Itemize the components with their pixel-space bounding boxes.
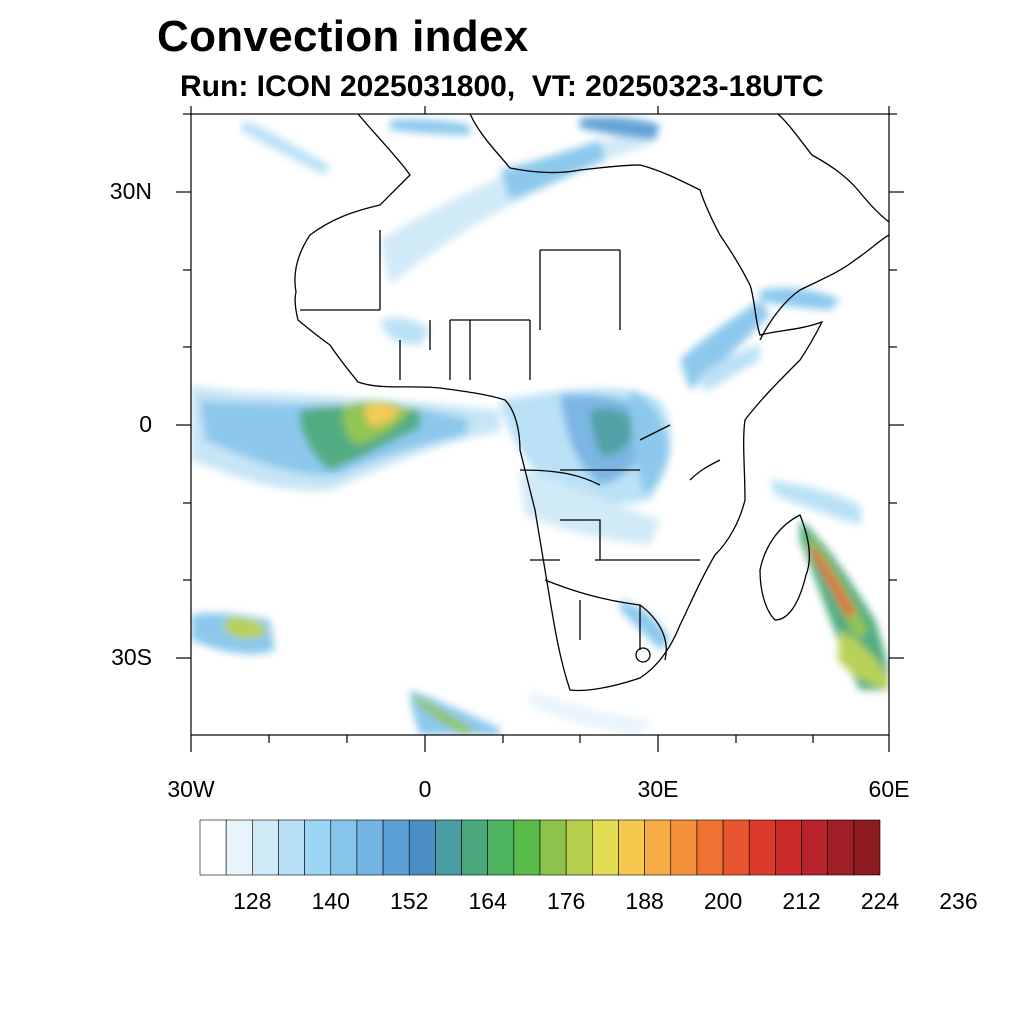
colorbar-swatch: [225, 819, 253, 876]
lat-label-30n: 30N: [109, 178, 152, 204]
colorbar-swatch: [382, 819, 410, 876]
colorbar-swatch: [801, 819, 828, 876]
colorbar-swatch: [278, 819, 305, 876]
colorbar-swatch: [539, 819, 567, 876]
colorbar-swatch: [644, 819, 672, 876]
convection-field: [191, 116, 889, 735]
colorbar-swatch: [252, 819, 279, 876]
colorbar-label: 140: [311, 888, 350, 914]
colorbar-swatch: [199, 819, 227, 876]
colorbar-swatch: [696, 819, 724, 876]
colorbar-label: 152: [390, 888, 429, 914]
colorbar-swatch: [775, 819, 802, 876]
colorbar-swatch: [304, 819, 332, 876]
coastlines: [294, 114, 889, 692]
colorbar-swatch: [330, 819, 358, 876]
colorbar-swatch: [670, 819, 698, 876]
colorbar-label: 164: [468, 888, 507, 914]
colorbar-swatch: [435, 819, 462, 876]
colorbar-swatch: [618, 819, 645, 876]
colorbar-label: 176: [546, 888, 586, 914]
colorbar-swatch: [356, 819, 384, 876]
lat-ticks: [176, 113, 904, 659]
colorbar: [199, 819, 881, 876]
lon-ticks: [190, 106, 890, 752]
colorbar-label: 200: [703, 888, 743, 914]
colorbar-swatch: [827, 819, 855, 876]
colorbar-label: 224: [860, 888, 900, 914]
colorbar-swatch: [487, 819, 515, 876]
map-title: Convection index: [157, 12, 529, 61]
colorbar-label: 212: [782, 888, 821, 914]
colorbar-swatch: [748, 819, 776, 876]
colorbar-swatch: [408, 819, 436, 876]
colorbar-swatch: [513, 819, 541, 876]
colorbar-swatch: [853, 819, 881, 876]
colorbar-label: 128: [233, 888, 272, 914]
lat-label-0: 0: [139, 411, 152, 437]
colorbar-swatch: [722, 819, 750, 876]
map-subtitle: Run: ICON 2025031800, VT: 20250323-18UTC: [180, 70, 824, 103]
lon-label-0: 0: [418, 776, 432, 802]
lat-label-30s: 30S: [111, 644, 152, 670]
lon-label-60e: 60E: [868, 776, 910, 802]
colorbar-swatch: [565, 819, 593, 876]
colorbar-swatch: [592, 819, 619, 876]
lon-label-30e: 30E: [637, 776, 679, 802]
colorbar-swatch: [461, 819, 488, 876]
colorbar-label: 188: [625, 888, 664, 914]
colorbar-label: 236: [939, 888, 978, 914]
lon-label-30w: 30W: [167, 776, 215, 802]
